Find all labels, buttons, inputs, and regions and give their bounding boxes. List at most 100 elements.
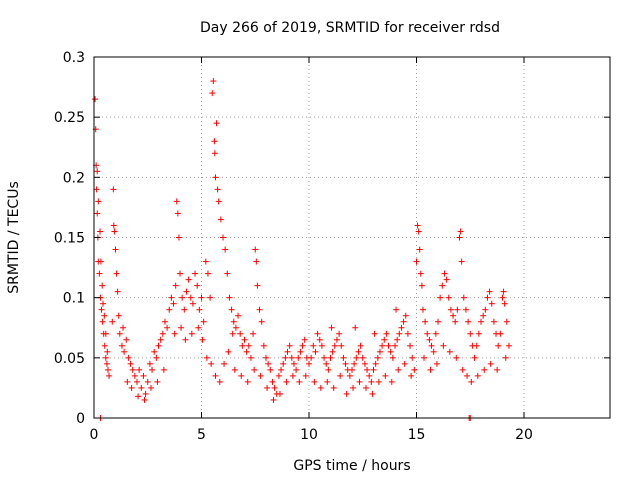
data-point (435, 318, 441, 325)
data-point (430, 348, 437, 355)
data-point (144, 378, 151, 385)
data-point (458, 258, 465, 265)
data-point (416, 246, 423, 253)
data-point (204, 270, 211, 277)
data-point (361, 360, 368, 367)
data-point (488, 300, 495, 307)
data-point (486, 288, 493, 295)
data-point (381, 336, 388, 343)
data-point (257, 372, 264, 379)
data-point (267, 366, 274, 373)
data-point (424, 330, 431, 337)
data-point (113, 270, 120, 277)
data-point (314, 330, 321, 337)
data-point (433, 360, 440, 367)
data-point (290, 360, 297, 367)
data-point (141, 396, 148, 403)
data-point (241, 336, 248, 343)
data-point (308, 354, 315, 361)
data-point (160, 366, 167, 373)
data-point (210, 78, 217, 85)
data-point (364, 366, 371, 373)
data-point (131, 372, 138, 379)
data-point (356, 378, 363, 385)
data-point (173, 198, 180, 205)
data-point (297, 348, 304, 355)
data-point (312, 348, 319, 355)
data-point (407, 342, 414, 349)
data-point (501, 300, 508, 307)
data-point (328, 324, 335, 331)
data-point (310, 342, 317, 349)
data-point (490, 318, 497, 325)
data-point (408, 372, 415, 379)
data-point (394, 336, 401, 343)
data-point (215, 198, 222, 205)
data-point (445, 294, 452, 301)
data-point (393, 306, 400, 313)
data-point (338, 342, 345, 349)
data-point (329, 348, 336, 355)
data-point (302, 372, 309, 379)
data-point (95, 198, 102, 205)
data-point (427, 366, 434, 373)
data-point (104, 348, 111, 355)
data-point (396, 330, 403, 337)
data-point (452, 318, 459, 325)
data-point (467, 330, 474, 337)
y-tick-label: 0.3 (63, 50, 85, 66)
ticks-layer: 0 5 10 15 20 0 0.05 0.1 0.15 0.2 0.25 0.3 (54, 50, 610, 443)
data-point (93, 186, 100, 193)
data-point (278, 366, 285, 373)
data-point (138, 384, 145, 391)
data-point (170, 300, 177, 307)
data-point (146, 360, 153, 367)
data-point (177, 270, 183, 277)
data-point (366, 372, 373, 379)
data-point (154, 378, 161, 385)
data-point (383, 330, 390, 337)
data-point (102, 330, 109, 337)
data-point (159, 330, 166, 337)
data-point (447, 306, 454, 313)
data-point (382, 372, 389, 379)
data-point (401, 360, 408, 367)
data-point (238, 372, 245, 379)
data-point (346, 372, 353, 379)
data-point (166, 306, 173, 313)
data-point (505, 342, 512, 349)
data-point (256, 306, 263, 313)
data-point (213, 120, 220, 127)
data-point (368, 378, 375, 385)
x-tick-label: 10 (300, 427, 318, 443)
data-point (379, 342, 386, 349)
data-point (212, 174, 219, 181)
data-point (280, 360, 287, 367)
data-point (487, 360, 494, 367)
data-point (192, 270, 199, 277)
data-point (293, 366, 300, 373)
data-point (481, 366, 488, 373)
data-point (99, 282, 106, 289)
data-point (474, 372, 481, 379)
data-point (473, 342, 480, 349)
data-point (104, 366, 111, 373)
data-point (187, 294, 194, 301)
data-point (464, 372, 471, 379)
data-point (437, 294, 444, 301)
data-point (340, 354, 347, 361)
data-point (395, 366, 402, 373)
data-point (226, 294, 233, 301)
data-point (417, 270, 424, 277)
data-point (116, 330, 123, 337)
data-point (114, 288, 121, 295)
data-point (398, 324, 405, 331)
data-point (164, 324, 171, 331)
data-point (460, 294, 467, 301)
data-point (125, 354, 132, 361)
data-point (415, 228, 422, 235)
data-point (462, 306, 469, 313)
data-point (270, 396, 277, 403)
y-axis-title: SRMTID / TECUs (6, 181, 22, 294)
